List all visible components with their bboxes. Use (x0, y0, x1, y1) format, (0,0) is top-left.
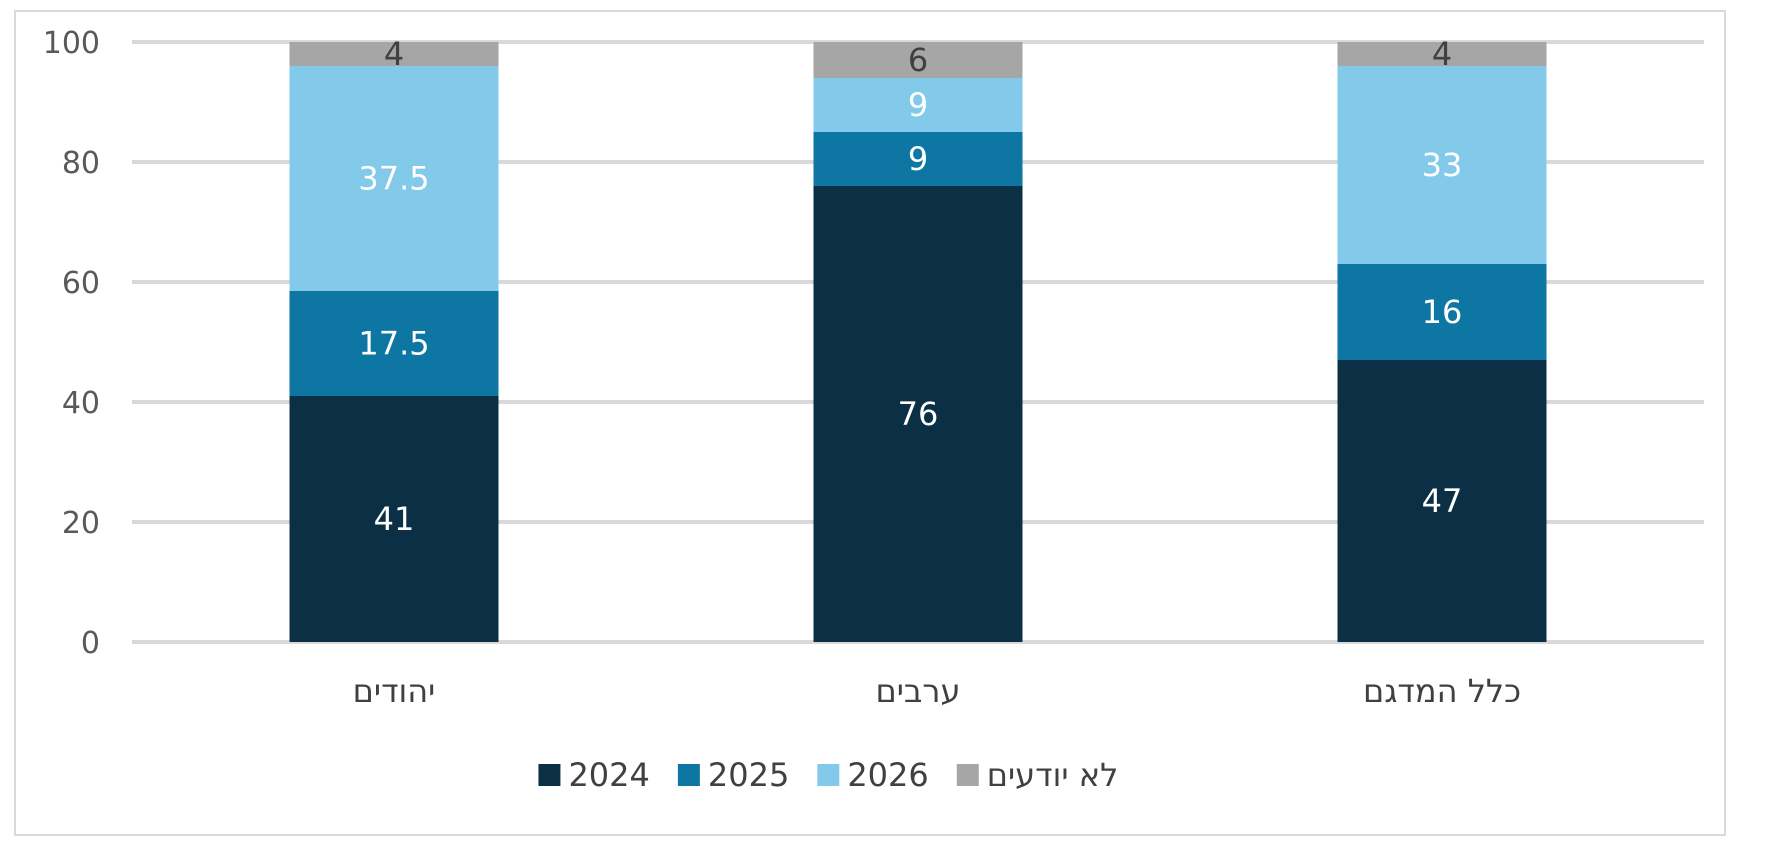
y-tick-label-80: 80 (62, 146, 100, 181)
data-label-3-series-3: 33 (1422, 146, 1463, 184)
bar-segment-3-series-1 (1337, 360, 1547, 642)
y-tick-label-100: 100 (43, 26, 100, 61)
data-label-3-series-2: 16 (1422, 293, 1463, 331)
bar-segment-2-series-3 (813, 78, 1023, 132)
y-axis-ticks: 0 20 40 60 80 100 (43, 26, 100, 661)
legend-label-1: 2024 (568, 756, 649, 794)
x-axis-category-labels: יהודים ערבים כלל המדגם (353, 672, 1521, 710)
data-label-1-series-3: 37.5 (358, 160, 429, 198)
legend-swatch-3 (817, 764, 840, 786)
bar-segment-2-series-1 (813, 186, 1023, 642)
data-label-1-series-2: 17.5 (358, 325, 429, 363)
data-label-1-series-4: 4 (384, 35, 404, 73)
category-label-2: ערבים (876, 672, 961, 710)
data-label-1-series-1: 41 (374, 500, 415, 538)
bar-segment-3-series-4 (1337, 42, 1547, 66)
data-label-3-series-1: 47 (1422, 482, 1463, 520)
bar-segment-1-series-2 (289, 291, 499, 396)
legend-swatch-2 (677, 764, 700, 786)
data-label-2-series-3: 9 (908, 86, 928, 124)
legend-label-4: לא יודעים (987, 756, 1119, 794)
data-label-2-series-4: 6 (908, 41, 928, 79)
bar-segment-1-series-3 (289, 66, 499, 291)
bar-segment-3-series-2 (1337, 264, 1547, 360)
category-label-3: כלל המדגם (1363, 672, 1521, 710)
legend-label-2: 2025 (708, 756, 789, 794)
bar-segment-2-series-4 (813, 42, 1023, 78)
legend: 2024 2025 2026 לא יודעים (538, 756, 1118, 794)
bar-segment-3-series-3 (1337, 66, 1547, 264)
bar-segment-2-series-2 (813, 132, 1023, 186)
data-label-2-series-2: 9 (908, 140, 928, 178)
y-tick-label-0: 0 (81, 626, 100, 661)
legend-label-3: 2026 (847, 756, 928, 794)
legend-swatch-1 (538, 764, 561, 786)
y-tick-label-40: 40 (62, 386, 100, 421)
y-tick-label-20: 20 (62, 506, 100, 541)
bar-segment-1-series-1 (289, 396, 499, 642)
y-tick-label-60: 60 (62, 266, 100, 301)
data-label-2-series-1: 76 (898, 395, 939, 433)
legend-swatch-4 (956, 764, 979, 786)
bars: 41 17.5 37.5 4 76 9 9 6 47 16 33 4 (289, 35, 1547, 642)
bar-segment-1-series-4 (289, 42, 499, 66)
category-label-1: יהודים (353, 672, 436, 710)
data-label-3-series-4: 4 (1432, 35, 1452, 73)
